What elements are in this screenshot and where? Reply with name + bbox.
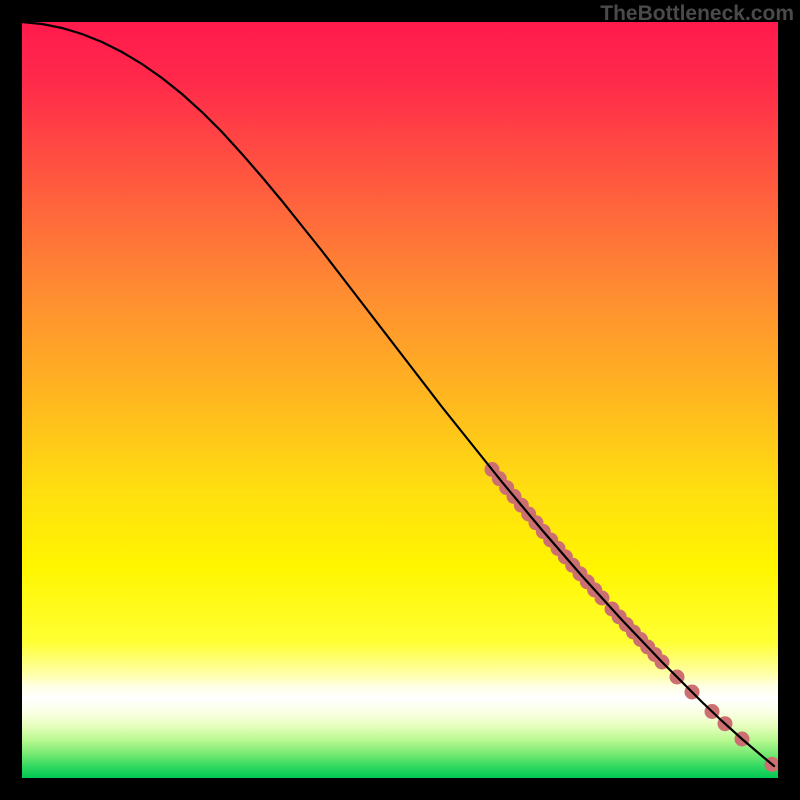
chart-frame: TheBottleneck.com (0, 0, 800, 800)
watermark-text: TheBottleneck.com (600, 2, 794, 26)
plot-svg (22, 22, 778, 778)
plot-area (22, 22, 778, 778)
